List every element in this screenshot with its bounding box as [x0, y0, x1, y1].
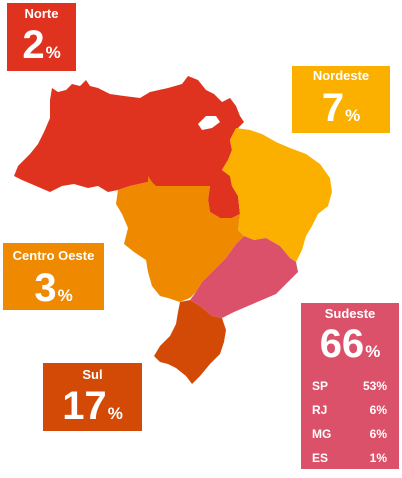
region-shape-sudeste[interactable] — [190, 236, 298, 318]
region-name: Nordeste — [312, 68, 370, 83]
region-shape-marajo-island — [198, 116, 220, 130]
region-shape-nordeste[interactable] — [222, 128, 332, 262]
region-percentage: 7% — [292, 88, 390, 128]
region-percentage-value: 2 — [22, 23, 45, 67]
region-label-centro-oeste[interactable]: Centro Oeste 3% — [3, 243, 104, 310]
state-percentage: 53% — [362, 379, 387, 393]
region-shape-sul[interactable] — [154, 300, 226, 384]
region-percentage-value: 66 — [319, 322, 365, 366]
region-percentage: 17% — [43, 386, 142, 426]
state-row-rj: RJ 6% — [312, 398, 387, 422]
state-breakdown-table: SP 53% RJ 6% MG 6% ES 1% — [312, 374, 387, 470]
region-percentage: 66% — [301, 324, 399, 364]
region-name: Centro Oeste — [12, 248, 95, 263]
state-row-sp: SP 53% — [312, 374, 387, 398]
region-shape-norte[interactable] — [14, 76, 244, 218]
region-name: Sul — [82, 367, 103, 382]
state-code: ES — [312, 451, 329, 465]
state-code: SP — [312, 379, 329, 393]
state-row-mg: MG 6% — [312, 422, 387, 446]
state-code: MG — [312, 427, 332, 441]
region-name: Sudeste — [324, 306, 376, 321]
percent-sign: % — [107, 404, 123, 423]
percent-sign: % — [45, 43, 61, 62]
region-label-sudeste[interactable]: Sudeste 66% SP 53% RJ 6% MG 6% ES 1% — [301, 303, 399, 469]
state-percentage: 6% — [369, 403, 387, 417]
region-label-nordeste[interactable]: Nordeste 7% — [292, 66, 390, 133]
percent-sign: % — [57, 286, 73, 305]
state-percentage: 1% — [369, 451, 387, 465]
region-label-norte[interactable]: Norte 2% — [7, 3, 76, 71]
region-label-sul[interactable]: Sul 17% — [43, 363, 142, 431]
state-code: RJ — [312, 403, 328, 417]
region-percentage: 3% — [3, 268, 104, 308]
region-shape-centro-oeste[interactable] — [116, 176, 244, 302]
percent-sign: % — [345, 106, 361, 125]
region-percentage-value: 7 — [321, 86, 345, 130]
region-name: Norte — [24, 6, 59, 21]
region-percentage-value: 17 — [62, 384, 107, 428]
region-percentage-value: 3 — [34, 266, 57, 310]
percent-sign: % — [365, 342, 381, 361]
region-percentage: 2% — [7, 25, 76, 65]
state-row-es: ES 1% — [312, 446, 387, 470]
state-percentage: 6% — [369, 427, 387, 441]
